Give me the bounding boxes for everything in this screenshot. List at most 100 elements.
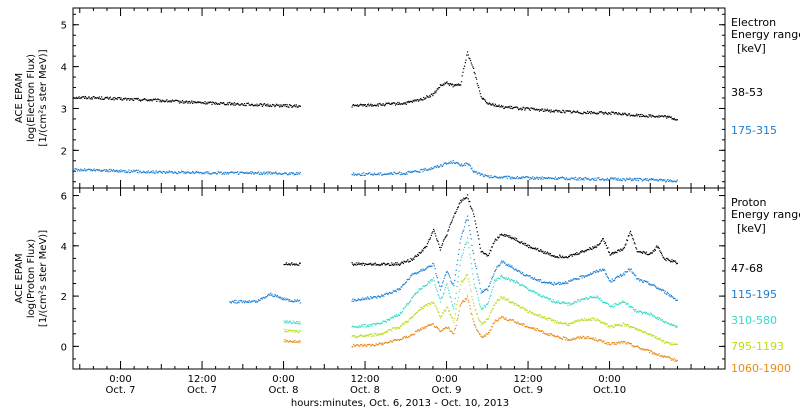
data-point (505, 176, 508, 178)
data-point (441, 244, 443, 246)
data-point (442, 165, 444, 167)
data-point (594, 112, 596, 115)
data-point (552, 335, 555, 337)
data-point (425, 304, 427, 306)
data-point (642, 252, 644, 254)
data-point (355, 344, 357, 346)
data-point (476, 83, 478, 85)
data-point (420, 306, 422, 309)
data-point (430, 234, 432, 236)
data-point (588, 178, 590, 180)
data-point (599, 321, 601, 323)
data-point (275, 103, 277, 105)
data-point (494, 103, 496, 105)
data-point (433, 167, 435, 169)
data-point (657, 316, 659, 319)
data-point (106, 170, 108, 172)
data-point (449, 296, 451, 298)
data-point (416, 292, 418, 294)
data-point (564, 336, 566, 338)
data-point (544, 251, 546, 253)
x-tick-date: Oct. 7 (106, 385, 136, 396)
data-point (132, 171, 134, 173)
data-point (394, 264, 396, 266)
data-point (493, 273, 495, 275)
data-point (248, 172, 250, 174)
data-point (657, 246, 659, 248)
data-point (425, 326, 427, 328)
data-point (399, 264, 401, 266)
data-point (496, 300, 498, 302)
data-point (657, 318, 659, 321)
data-point (78, 169, 80, 171)
data-point (455, 292, 457, 294)
data-point (261, 173, 263, 175)
data-point (395, 316, 397, 318)
data-point (276, 173, 278, 175)
data-point (533, 247, 535, 249)
data-point (464, 277, 466, 279)
data-point (485, 174, 487, 176)
data-point (556, 336, 558, 338)
data-point (367, 324, 369, 326)
data-point (402, 261, 404, 264)
data-point (354, 173, 356, 175)
data-point (414, 99, 416, 101)
data-point (568, 323, 570, 325)
data-point (556, 335, 558, 337)
data-point (498, 299, 500, 302)
data-point (388, 329, 390, 331)
data-point (533, 107, 535, 109)
data-point (73, 97, 75, 99)
data-point (660, 288, 662, 290)
data-point (652, 250, 654, 252)
data-point (603, 322, 605, 324)
data-point (457, 317, 459, 319)
data-point (289, 104, 291, 106)
data-point (479, 333, 481, 336)
data-point (285, 322, 288, 324)
data-point (546, 251, 549, 253)
data-point (430, 93, 432, 95)
data-point (179, 172, 181, 174)
data-point (531, 248, 533, 250)
data-point (540, 279, 542, 281)
data-point (519, 241, 521, 244)
data-point (230, 171, 232, 173)
data-point (539, 250, 541, 252)
data-point (568, 302, 570, 304)
data-point (548, 299, 550, 301)
data-point (632, 345, 634, 347)
data-point (520, 241, 522, 243)
data-point (621, 325, 623, 327)
data-point (546, 333, 548, 335)
data-point (606, 177, 608, 180)
data-point (496, 239, 498, 241)
data-point (288, 329, 290, 331)
data-point (456, 83, 458, 86)
data-point (623, 246, 626, 249)
data-point (401, 286, 403, 288)
data-point (636, 328, 638, 330)
data-point (562, 177, 564, 179)
data-point (194, 172, 196, 175)
data-point (433, 230, 435, 232)
data-point (605, 273, 607, 275)
data-point (478, 87, 480, 89)
data-point (377, 322, 379, 324)
data-point (211, 103, 213, 105)
data-point (596, 244, 598, 246)
data-point (619, 325, 621, 327)
data-point (547, 334, 549, 336)
data-point (461, 254, 463, 256)
data-point (614, 277, 616, 280)
data-point (588, 298, 590, 300)
data-point (240, 171, 242, 173)
data-point (367, 344, 369, 346)
data-point (398, 263, 400, 265)
data-point (643, 115, 645, 117)
data-point (529, 246, 531, 248)
data-point (214, 103, 216, 105)
x-tick-date: Oct. 9 (513, 385, 543, 396)
data-point (382, 294, 384, 296)
